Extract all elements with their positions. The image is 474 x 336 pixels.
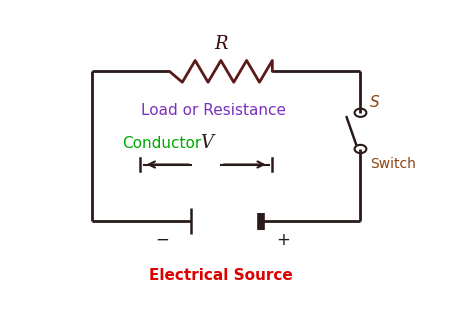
Text: +: + [276, 230, 290, 249]
Text: Conductor: Conductor [122, 136, 201, 151]
Text: Switch: Switch [370, 157, 416, 171]
Text: Load or Resistance: Load or Resistance [141, 103, 286, 118]
Text: Electrical Source: Electrical Source [149, 268, 293, 283]
Text: R: R [214, 35, 228, 53]
Text: −: − [155, 230, 169, 249]
Text: V: V [200, 134, 213, 152]
Text: S: S [370, 95, 379, 110]
